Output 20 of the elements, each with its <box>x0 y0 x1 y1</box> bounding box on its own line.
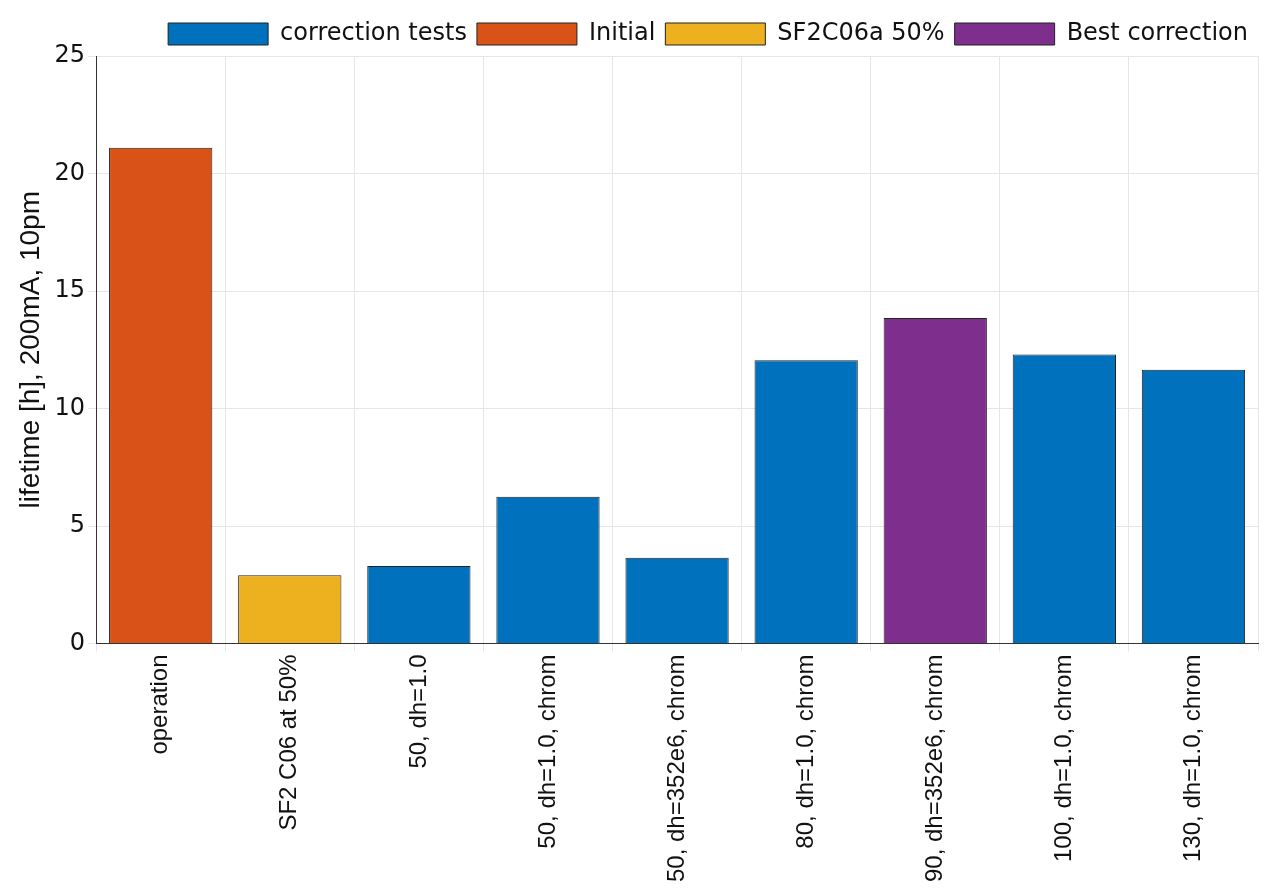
y-axis-title: lifetime [h], 200mA, 10pm <box>13 191 45 509</box>
legend-label: Best correction <box>1066 18 1248 47</box>
x-tick-label: 130, dh=1.0, chrom <box>1178 654 1206 862</box>
x-tick-label: 80, dh=1.0, chrom <box>790 654 818 849</box>
x-tick-label: 50, dh=1.0, chrom <box>532 654 560 849</box>
x-tick-label: 50, dh=352e6, chrom <box>661 654 689 882</box>
y-tick-label: 10 <box>54 392 86 421</box>
y-tick-label: 15 <box>54 275 86 304</box>
y-tick-label: 20 <box>54 157 86 186</box>
legend-label: correction tests <box>280 18 467 47</box>
y-tick-label: 5 <box>69 510 86 539</box>
legend-label: Initial <box>588 18 656 47</box>
x-tick-label: operation <box>145 654 173 755</box>
x-tick-label: 90, dh=352e6, chrom <box>919 654 947 882</box>
x-tick-label: 50, dh=1.0 <box>403 654 431 769</box>
x-tick-label: 100, dh=1.0, chrom <box>1048 654 1076 862</box>
legend-label: SF2C06a 50% <box>777 18 945 47</box>
y-tick-label: 0 <box>69 627 86 656</box>
y-tick-label: 25 <box>54 40 86 69</box>
x-tick-label: SF2 C06 at 50% <box>274 654 302 831</box>
